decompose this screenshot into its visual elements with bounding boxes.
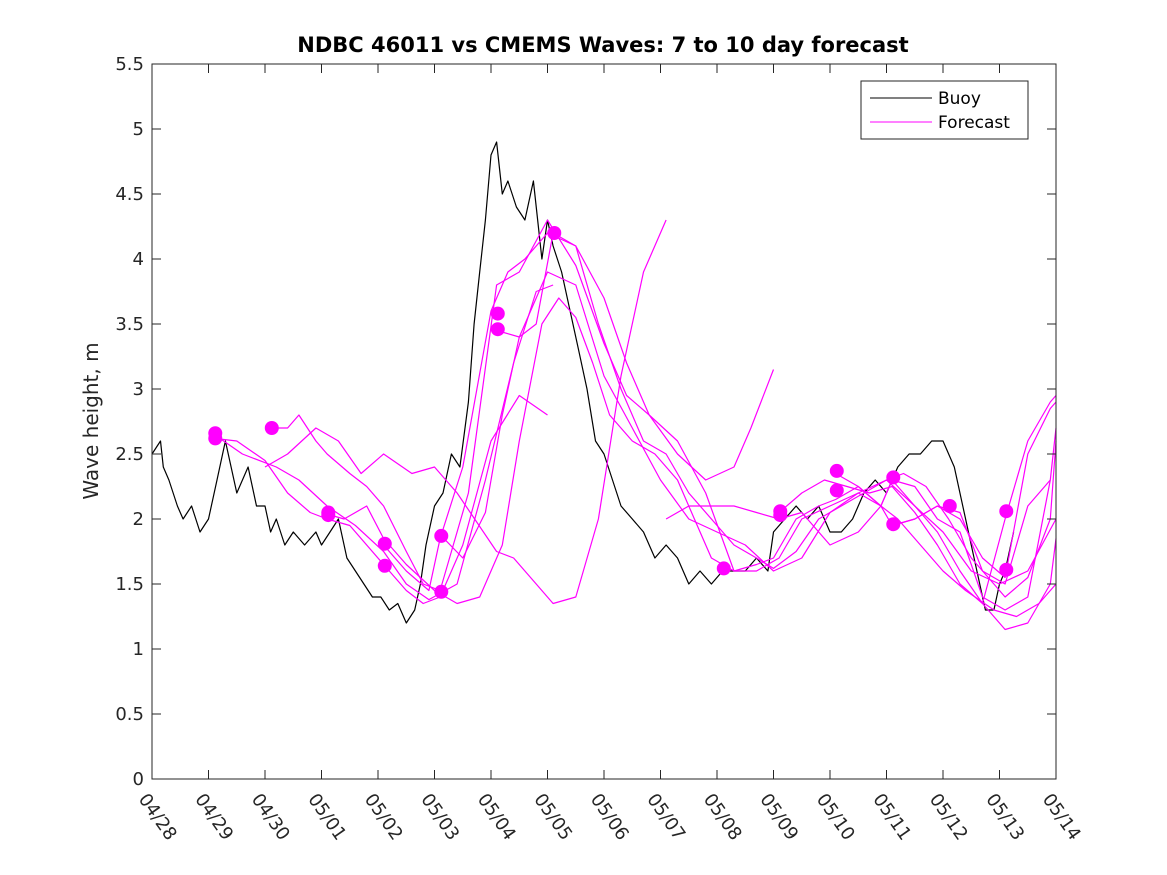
legend-box [860, 80, 1029, 140]
forecast-series-line [264, 219, 667, 605]
forecast-marker [886, 517, 901, 532]
forecast-marker [829, 483, 844, 498]
forecast-marker [377, 536, 392, 551]
y-tick-label: 5.5 [115, 54, 144, 75]
forecast-series-line [321, 297, 1057, 618]
y-axis: 0 0.5 1 1.5 2 2.5 3 3.5 4 4.5 5 5.5 [115, 54, 1056, 790]
y-tick-label: 0.5 [115, 704, 144, 725]
buoy-series-line [151, 141, 1015, 624]
legend: Buoy Forecast [860, 80, 1029, 140]
series-layer [151, 141, 1057, 631]
y-tick-label: 0 [133, 769, 144, 790]
forecast-series-line [383, 232, 1057, 631]
y-tick-label: 5 [133, 119, 144, 140]
y-tick-label: 1.5 [115, 574, 144, 595]
forecast-marker [999, 562, 1014, 577]
y-tick-label: 2 [133, 509, 144, 530]
y-axis-label: Wave height, m [79, 342, 103, 499]
legend-label-forecast: Forecast [938, 113, 1010, 133]
forecast-marker [773, 508, 788, 523]
forecast-marker [434, 528, 449, 543]
forecast-markers [208, 226, 1014, 599]
forecast-marker [321, 508, 336, 523]
forecast-series-line [891, 401, 1057, 579]
y-tick-label: 4 [133, 249, 144, 270]
forecast-marker [999, 504, 1014, 519]
legend-label-buoy: Buoy [938, 89, 981, 109]
y-tick-label: 3.5 [115, 314, 144, 335]
forecast-marker [377, 558, 392, 573]
forecast-series-line [439, 232, 1057, 598]
forecast-series-line [270, 219, 775, 592]
y-tick-label: 4.5 [115, 184, 144, 205]
forecast-marker [208, 431, 223, 446]
forecast-marker [716, 561, 731, 576]
forecast-series-line [496, 271, 1057, 585]
forecast-marker [490, 322, 505, 337]
forecast-series-line [778, 395, 1057, 605]
y-tick-label: 3 [133, 379, 144, 400]
forecast-marker [490, 306, 505, 321]
forecast-marker [942, 499, 957, 513]
forecast-marker [547, 226, 562, 240]
y-tick-label: 1 [133, 639, 144, 660]
forecast-marker [829, 463, 844, 478]
forecast-marker [434, 584, 449, 599]
chart-title: NDBC 46011 vs CMEMS Waves: 7 to 10 day f… [297, 33, 908, 57]
forecast-marker [264, 421, 279, 435]
y-tick-label: 2.5 [115, 444, 144, 465]
forecast-marker [886, 470, 901, 485]
